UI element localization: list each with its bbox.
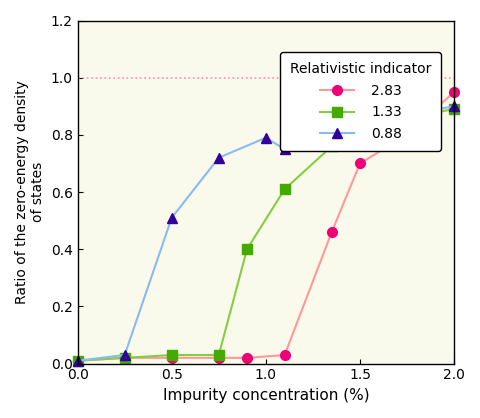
Y-axis label: Ratio of the zero-energy density
of states: Ratio of the zero-energy density of stat… [15,80,45,304]
X-axis label: Impurity concentration (%): Impurity concentration (%) [163,388,369,403]
Legend: 2.83, 1.33, 0.88: 2.83, 1.33, 0.88 [280,52,441,151]
